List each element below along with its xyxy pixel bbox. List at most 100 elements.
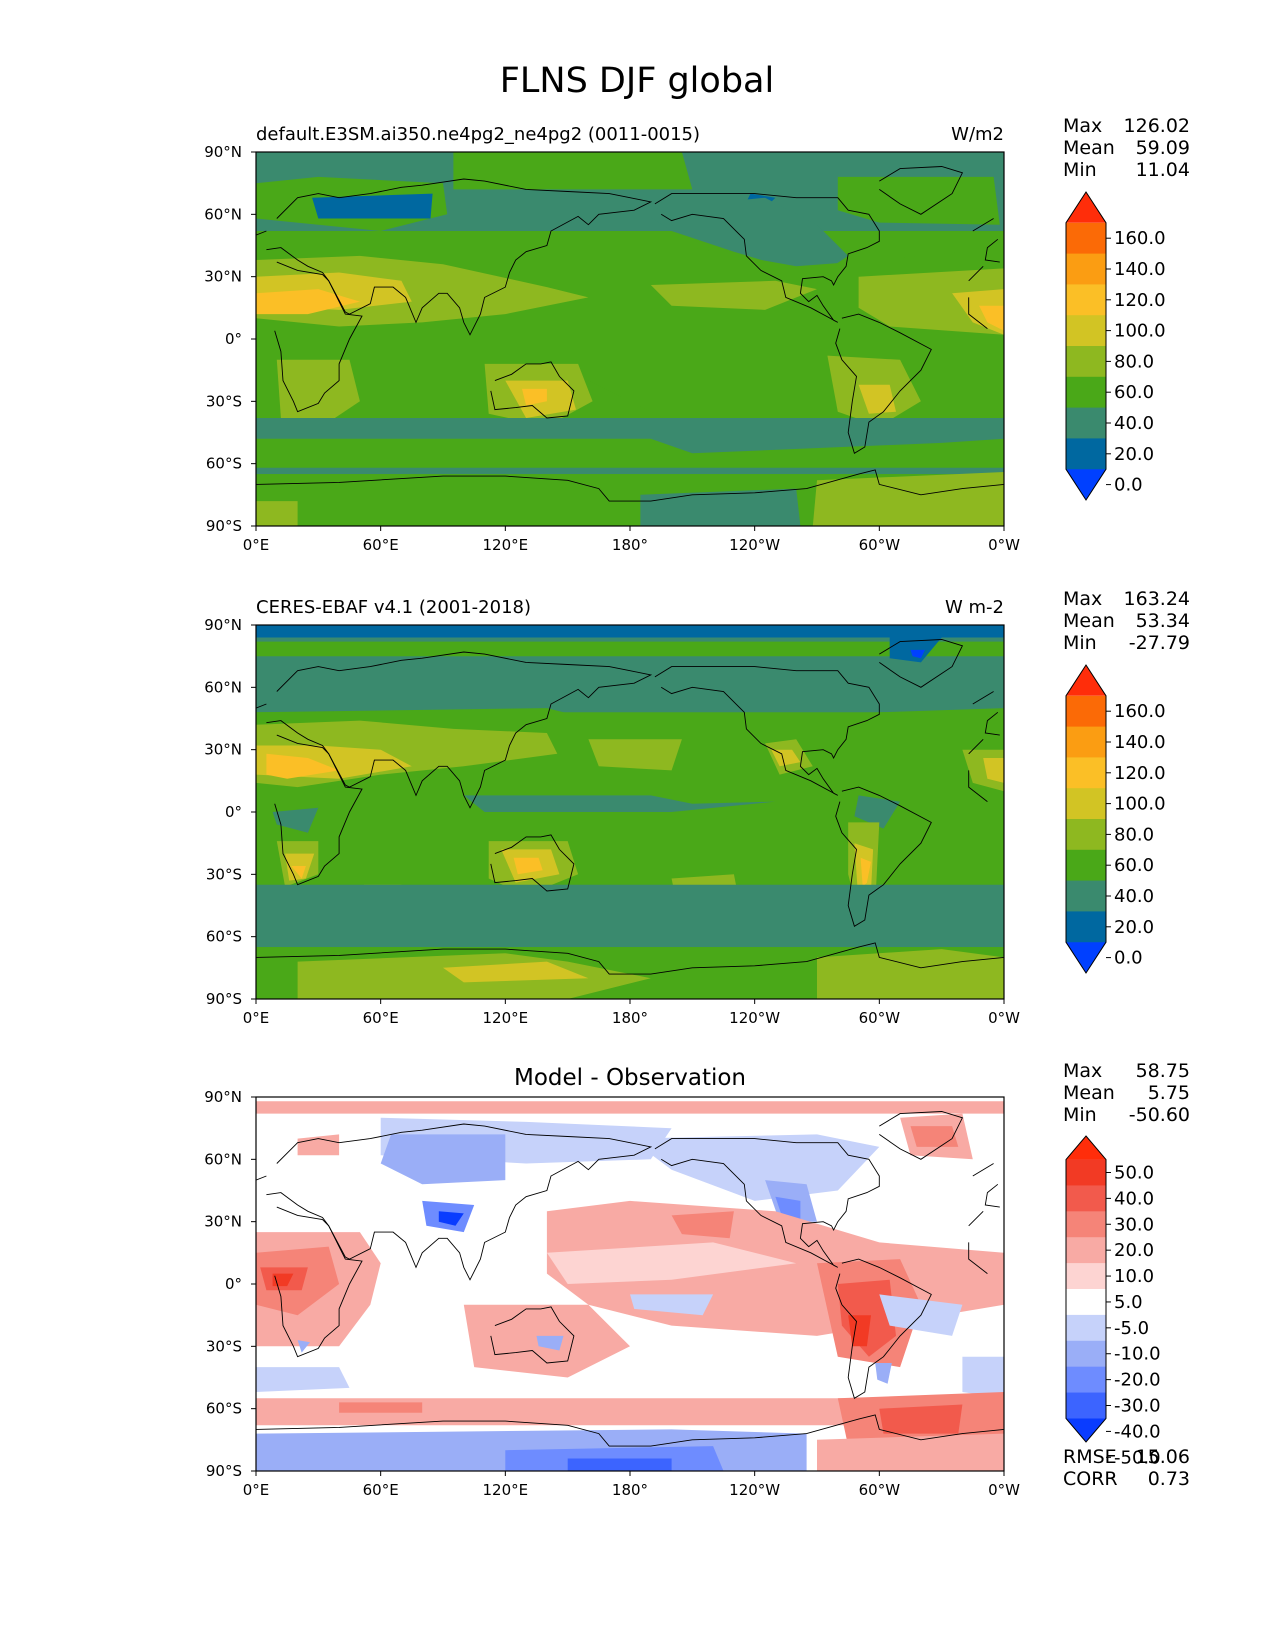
stat-value: 163.24 xyxy=(1124,588,1190,610)
x-tick-label: 120°W xyxy=(729,1481,780,1499)
panel-title: Model - Observation xyxy=(514,1065,746,1091)
y-tick-label: 30°S xyxy=(206,392,242,410)
y-tick-label: 90°N xyxy=(204,143,242,161)
contour-region xyxy=(640,197,849,277)
x-tick-label: 60°W xyxy=(859,1481,901,1499)
colorbar-segment xyxy=(1066,849,1106,882)
colorbar-tick-label: -30.0 xyxy=(1114,1396,1161,1417)
colorbar-tick-label: 160.0 xyxy=(1114,701,1166,722)
coastline xyxy=(654,666,880,796)
panel-diff: Model - Observation 0°E 60°E 120°E 180° 120°W… xyxy=(204,1060,1190,1499)
colorbar-tick-label: 80.0 xyxy=(1114,351,1154,372)
colorbar-segment xyxy=(1066,1263,1106,1290)
colorbar-extend-min xyxy=(1066,469,1106,500)
colorbar-segment xyxy=(1066,284,1106,316)
y-tick-label: 30°N xyxy=(204,1213,242,1231)
y-tick-label: 60°S xyxy=(206,455,242,473)
contour-region xyxy=(453,152,693,190)
contour-region xyxy=(771,749,801,767)
colorbar-extend-max xyxy=(1066,192,1106,223)
contour-region xyxy=(671,1211,734,1239)
colorbar-segment xyxy=(1066,1211,1106,1238)
contour-region xyxy=(879,1404,963,1434)
y-tick-label: 90°N xyxy=(204,1088,242,1106)
contour-region xyxy=(979,305,1004,331)
y-tick-label: 90°S xyxy=(206,990,242,1008)
stat-value: 11.04 xyxy=(1136,159,1190,181)
colorbar-segment xyxy=(1066,726,1106,758)
x-tick-label: 180° xyxy=(612,1481,648,1499)
colorbar-tick-label: 120.0 xyxy=(1114,763,1166,784)
x-tick-label: 120°W xyxy=(729,1009,780,1027)
colorbar-segment xyxy=(1066,1392,1106,1419)
coastline xyxy=(490,1306,575,1364)
y-tick-label: 90°S xyxy=(206,517,242,535)
x-tick-label: 0°E xyxy=(243,536,270,554)
contour-region xyxy=(650,280,817,310)
contour-region xyxy=(854,795,901,829)
colorbar-tick-label: 50.0 xyxy=(1114,1162,1154,1183)
contour-region xyxy=(256,884,1004,948)
y-tick-label: 30°N xyxy=(204,741,242,759)
colorbar-segment xyxy=(1066,1185,1106,1212)
x-tick-label: 0°E xyxy=(243,1009,270,1027)
contour-region xyxy=(272,1273,294,1287)
contour-region xyxy=(567,1458,672,1471)
contour-region xyxy=(291,866,306,879)
stat-label: Min xyxy=(1063,159,1097,181)
coastlines xyxy=(256,639,1004,975)
contour-region xyxy=(588,739,682,771)
coastline xyxy=(490,361,575,419)
contour-region xyxy=(630,1134,880,1201)
contour-region xyxy=(272,807,319,833)
x-tick-label: 0°E xyxy=(243,1481,270,1499)
coastline xyxy=(654,1138,880,1268)
x-tick-label: 120°E xyxy=(483,1009,529,1027)
x-tick-label: 0°W xyxy=(988,536,1020,554)
colorbar-tick-label: -40.0 xyxy=(1114,1421,1161,1442)
colorbar-segment xyxy=(1066,1159,1106,1186)
coastline xyxy=(256,1414,1004,1447)
stat-value: -50.60 xyxy=(1129,1104,1190,1126)
colorbar-segment xyxy=(1066,438,1106,470)
colorbar-segment xyxy=(1066,376,1106,409)
colorbar-segment xyxy=(1066,407,1106,439)
colorbar-tick-label: 20.0 xyxy=(1114,917,1154,938)
colorbar-segment xyxy=(1066,346,1106,378)
stat-label: Max xyxy=(1063,1060,1102,1082)
colorbar-tick-label: 40.0 xyxy=(1114,413,1154,434)
colorbar-segment xyxy=(1066,222,1106,255)
colorbar-tick-label: 20.0 xyxy=(1114,1240,1154,1261)
colorbar: 50.0 40.0 30.0 20.0 10.0 5.0 -5.0 -10.0 -20.0 -30… xyxy=(1065,1135,1161,1468)
y-tick-label: 90°N xyxy=(204,616,242,634)
contour-region xyxy=(630,1294,714,1316)
colorbar-tick-label: 0.0 xyxy=(1114,475,1143,496)
y-tick-label: 60°S xyxy=(206,928,242,946)
stat-value: -27.79 xyxy=(1129,632,1190,654)
panel-ref: CERES-EBAF v4.1 (2001-2018) W m-2 0°E 60°E 1… xyxy=(204,588,1190,1027)
x-tick-label: 60°E xyxy=(363,1009,399,1027)
colorbar-tick-label: -20.0 xyxy=(1114,1370,1161,1391)
colorbar-outline xyxy=(1065,664,1107,974)
coastline xyxy=(256,178,1000,336)
stat-value: 126.02 xyxy=(1124,115,1190,137)
footer-stats: RMSE 15.06 CORR 0.73 xyxy=(1063,1446,1190,1490)
colorbar-tick-label: 80.0 xyxy=(1114,824,1154,845)
x-tick-label: 180° xyxy=(612,1009,648,1027)
coastline xyxy=(879,639,964,688)
contour-region xyxy=(910,1126,959,1147)
contour-region xyxy=(312,193,433,219)
x-tick-label: 60°W xyxy=(859,1009,901,1027)
contour-region xyxy=(837,176,1000,225)
footer-stat-label: CORR xyxy=(1063,1468,1118,1490)
contour-region xyxy=(546,1242,797,1284)
coastline xyxy=(256,651,1000,809)
x-tick-label: 180° xyxy=(612,536,648,554)
colorbar-segment xyxy=(1066,819,1106,851)
panels-container: default.E3SM.ai350.ne4pg2_ne4pg2 (0011-0… xyxy=(204,115,1190,1499)
y-tick-label: 0° xyxy=(225,803,242,821)
y-tick-label: 30°S xyxy=(206,1337,242,1355)
colorbar-outline xyxy=(1065,191,1107,501)
contour-region xyxy=(875,1363,892,1384)
coastline xyxy=(879,1111,964,1160)
